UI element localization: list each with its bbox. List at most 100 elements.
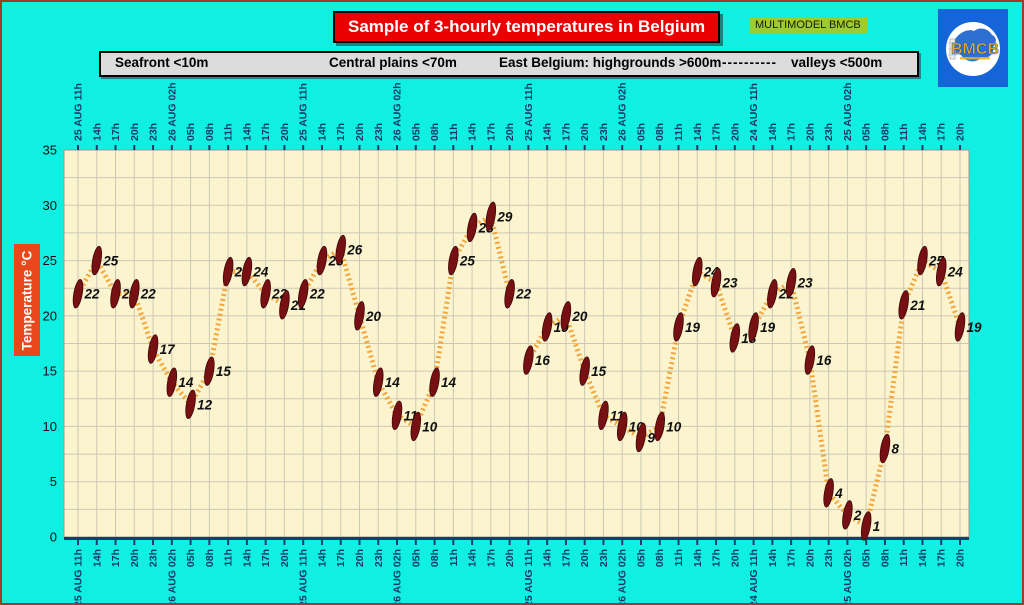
data-point-marker xyxy=(241,256,253,287)
x-tick-label-top: 17h xyxy=(711,123,723,141)
x-tick-label-bottom: 08h xyxy=(429,549,441,567)
x-tick-label-top: 25 AUG 11h xyxy=(73,83,85,141)
x-tick-label-top: 23h xyxy=(373,123,385,141)
x-tick-label-top: 05h xyxy=(861,123,873,141)
x-tick-label-bottom: 20h xyxy=(279,549,291,567)
data-point-marker xyxy=(297,279,309,309)
y-tick-label: 20 xyxy=(43,308,57,323)
data-point-marker xyxy=(410,411,422,442)
x-tick-label-top: 14h xyxy=(917,123,929,141)
x-tick-label-bottom: 17h xyxy=(260,549,272,567)
data-point-label: 15 xyxy=(591,364,607,379)
x-tick-label-top: 14h xyxy=(767,123,779,141)
x-tick-label-bottom: 17h xyxy=(560,549,572,567)
data-point-marker xyxy=(185,389,196,420)
data-point-marker xyxy=(785,267,797,298)
x-tick-label-top: 17h xyxy=(560,123,572,141)
data-point-marker xyxy=(72,279,84,309)
x-tick-label-top: 11h xyxy=(448,123,460,141)
x-tick-label-bottom: 24 AUG 11h xyxy=(748,549,760,605)
legend-item-central-plains: Central plains <70m xyxy=(329,55,457,70)
data-point-label: 22 xyxy=(84,287,101,302)
x-tick-label-bottom: 20h xyxy=(955,549,967,567)
x-tick-label-top: 05h xyxy=(185,123,197,141)
data-point-marker xyxy=(898,290,909,320)
x-tick-label-bottom: 11h xyxy=(448,549,460,567)
x-tick-label-bottom: 14h xyxy=(917,549,929,567)
data-point-label: 24 xyxy=(947,265,964,280)
data-point-marker xyxy=(879,433,891,464)
data-point-label: 12 xyxy=(197,397,213,412)
x-tick-label-bottom: 17h xyxy=(110,549,122,567)
x-tick-label-bottom: 14h xyxy=(692,549,704,567)
data-point-marker xyxy=(504,279,515,309)
x-tick-label-top: 05h xyxy=(635,123,647,141)
x-tick-label-bottom: 11h xyxy=(223,549,235,567)
y-tick-label: 5 xyxy=(50,474,57,489)
multimodel-badge: MULTIMODEL BMCB xyxy=(749,17,867,33)
x-tick-label-top: 20h xyxy=(804,123,816,141)
x-tick-label-bottom: 17h xyxy=(485,549,497,567)
x-tick-label-top: 08h xyxy=(204,123,216,141)
y-axis-title-box: Temperature °C xyxy=(14,244,40,356)
data-point-marker xyxy=(335,234,346,265)
x-tick-label-top: 11h xyxy=(673,123,685,141)
data-point-marker xyxy=(129,279,140,309)
data-point-marker xyxy=(166,367,178,397)
data-point-marker xyxy=(448,245,459,276)
x-tick-label-top: 17h xyxy=(335,123,347,141)
x-tick-label-bottom: 20h xyxy=(504,549,516,567)
x-tick-label-top: 14h xyxy=(542,123,554,141)
data-point-marker xyxy=(935,256,947,287)
data-point-marker xyxy=(842,500,853,530)
x-tick-label-bottom: 20h xyxy=(129,549,141,567)
x-tick-label-top: 14h xyxy=(241,123,253,141)
x-tick-label-top: 26 AUG 02h xyxy=(617,82,629,141)
data-point-label: 4 xyxy=(834,486,843,501)
data-point-marker xyxy=(354,301,365,331)
x-tick-label-top: 14h xyxy=(692,123,704,141)
data-point-label: 2 xyxy=(853,508,862,523)
data-point-marker xyxy=(823,478,834,508)
x-tick-label-bottom: 26 AUG 02h xyxy=(392,549,404,605)
bmcb-logo: BMCB xyxy=(938,9,1008,87)
data-point-marker xyxy=(654,411,665,442)
data-point-marker xyxy=(429,367,440,397)
data-point-marker xyxy=(598,400,609,431)
y-tick-label: 35 xyxy=(43,143,57,158)
x-tick-label-top: 25 AUG 02h xyxy=(842,82,854,141)
data-point-label: 22 xyxy=(140,287,157,302)
x-tick-label-bottom: 26 AUG 02h xyxy=(166,549,178,605)
x-tick-label-bottom: 14h xyxy=(241,549,253,567)
data-point-label: 22 xyxy=(309,287,326,302)
x-tick-label-top: 17h xyxy=(260,123,272,141)
data-point-label: 23 xyxy=(722,276,739,291)
y-tick-label: 30 xyxy=(43,198,57,213)
data-point-label: 19 xyxy=(967,320,983,335)
data-point-label: 23 xyxy=(797,276,814,291)
data-point-marker xyxy=(673,312,684,342)
x-tick-label-bottom: 20h xyxy=(354,549,366,567)
x-tick-label-top: 05h xyxy=(410,123,422,141)
data-point-marker xyxy=(260,279,271,309)
data-point-marker xyxy=(110,279,121,309)
data-point-label: 10 xyxy=(666,419,682,434)
x-tick-label-top: 20h xyxy=(354,123,366,141)
x-tick-label-bottom: 17h xyxy=(335,549,347,567)
data-point-marker xyxy=(485,201,497,232)
data-point-marker xyxy=(710,267,722,298)
x-tick-label-bottom: 11h xyxy=(673,549,685,567)
x-tick-label-top: 20h xyxy=(504,123,516,141)
data-point-label: 20 xyxy=(365,309,382,324)
data-point-label: 24 xyxy=(252,265,269,280)
legend-dash-separator: ---------- xyxy=(722,55,777,70)
x-tick-label-bottom: 14h xyxy=(467,549,479,567)
series-line xyxy=(75,258,286,407)
logo-text: BMCB xyxy=(951,41,999,58)
data-point-label: 26 xyxy=(346,243,363,258)
x-tick-label-bottom: 17h xyxy=(786,549,798,567)
data-point-label: 14 xyxy=(385,375,401,390)
data-point-label: 16 xyxy=(816,353,832,368)
x-tick-label-bottom: 20h xyxy=(729,549,741,567)
x-tick-label-top: 20h xyxy=(729,123,741,141)
